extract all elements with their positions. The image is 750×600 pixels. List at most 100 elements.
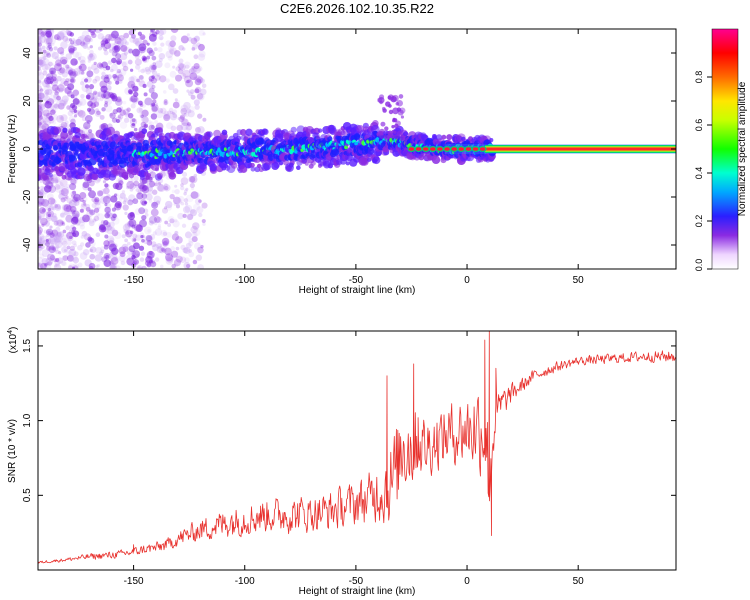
spectrogram-cell [123, 46, 131, 55]
spectrogram-cell [54, 176, 61, 183]
spectrogram-cell [61, 222, 66, 226]
spectrogram-cell [377, 97, 383, 103]
spectrogram-cell [38, 243, 44, 251]
spectrogram-cell [48, 67, 56, 75]
spectrogram-cell [196, 93, 204, 100]
spectrogram-cell [38, 35, 46, 44]
spectrogram-cell [133, 180, 140, 187]
spectrogram-cell [190, 191, 199, 199]
spectrogram-cell [46, 73, 54, 81]
spectrogram-cell [41, 258, 49, 265]
spectrogram-cell [93, 61, 97, 66]
spectrogram-cell [86, 107, 92, 112]
spectrogram-cell [109, 264, 117, 269]
spectrogram-cell [202, 117, 207, 122]
spectrogram-cell [38, 67, 43, 76]
spectrogram-cell [112, 217, 120, 225]
spectrogram-cell [61, 59, 68, 65]
spectrogram-cell [43, 86, 48, 91]
spectrogram-cell [167, 223, 172, 227]
spectrogram-cell [146, 47, 153, 54]
spectrogram-cell [51, 229, 59, 237]
spectrogram-cell [38, 47, 45, 54]
spectrogram-cell [186, 122, 190, 126]
spectrogram-cell [146, 180, 155, 189]
spectrogram-cell [157, 127, 163, 133]
spectrogram-cell [245, 128, 253, 137]
spectrogram-cell [195, 127, 201, 133]
spectrogram-cell [51, 73, 57, 79]
spectrogram-cell [72, 216, 79, 223]
spectrogram-cell [366, 157, 372, 163]
spectrogram-cell [80, 71, 85, 75]
spectrogram-cell [85, 131, 94, 140]
spectrogram-cell [437, 147, 443, 151]
spectrogram-cell [96, 190, 104, 197]
spectrogram-cell [62, 255, 69, 261]
spectrogram-cell [129, 36, 136, 43]
spectrogram-cell [41, 222, 46, 226]
spectrogram-cell [78, 98, 87, 106]
spectrogram-cell [165, 231, 172, 238]
spectrogram-cell [171, 189, 176, 194]
spectrogram-cell [72, 190, 77, 195]
spectrogram-cell [65, 38, 70, 43]
spectrogram-cell [174, 184, 178, 188]
spectrogram-cell [79, 39, 88, 48]
spectrogram-cell [142, 184, 149, 191]
spectrogram-cell [42, 261, 49, 269]
spectrogram-cell [135, 234, 142, 241]
spectrogram-cell [119, 251, 126, 258]
spectrogram-cell [131, 33, 136, 39]
spectrogram-cell [168, 171, 177, 180]
spectrogram-cell [150, 261, 157, 268]
spectrogram-cell [175, 246, 180, 251]
spectrogram-cell [160, 229, 168, 237]
spectrogram-cell [50, 70, 54, 75]
spectrogram-cell [38, 261, 42, 268]
spectrogram-cell [278, 161, 284, 166]
spectrogram-cell [38, 240, 42, 249]
spectrogram-cell [84, 126, 88, 130]
spectrogram-cell [38, 104, 42, 111]
spectrogram-cell [60, 41, 68, 49]
spectrogram-cell [133, 91, 139, 98]
spectrogram-cell [126, 180, 135, 189]
spectrogram-cell [185, 212, 194, 221]
spectrogram-cell [96, 213, 105, 221]
spectrogram-cell [82, 42, 86, 46]
spectrogram-cell [181, 118, 189, 126]
spectrogram-cell [81, 195, 88, 203]
spectrogram-cell [55, 244, 60, 249]
spectrogram-cell [151, 84, 156, 89]
spectrogram-cell [79, 191, 87, 199]
spectrogram-cell [51, 84, 59, 92]
spectrogram-cell [87, 55, 93, 61]
spectrogram-cell [64, 100, 68, 104]
spectrogram-cell [140, 121, 147, 128]
spectrogram-cell [148, 33, 157, 42]
spectrogram-cell [126, 241, 131, 246]
spectrogram-cell [92, 96, 98, 101]
spectrogram-cell [60, 78, 67, 85]
spectrogram-cell [123, 117, 130, 123]
spectrogram-cell [182, 213, 187, 218]
spectrogram-cell [85, 94, 91, 100]
spectrogram-cell [88, 218, 94, 224]
spectrogram-cell [84, 114, 93, 123]
spectrogram-cell [127, 199, 134, 206]
spectrogram-cell [135, 224, 143, 233]
spectrogram-cell [38, 103, 44, 110]
spectrogram-cell [90, 102, 96, 109]
spectrogram-cell [94, 29, 102, 34]
spectrogram-cell [110, 195, 118, 203]
spectrogram-cell [178, 63, 186, 71]
spectrogram-cell [66, 138, 71, 143]
spectrogram-cell [152, 202, 157, 207]
spectrogram-cell [53, 93, 60, 99]
spectrogram-cell [161, 207, 169, 214]
spectrogram-cell [128, 219, 137, 227]
spectrogram-cell [209, 163, 218, 172]
spectrogram-cell [100, 188, 107, 194]
